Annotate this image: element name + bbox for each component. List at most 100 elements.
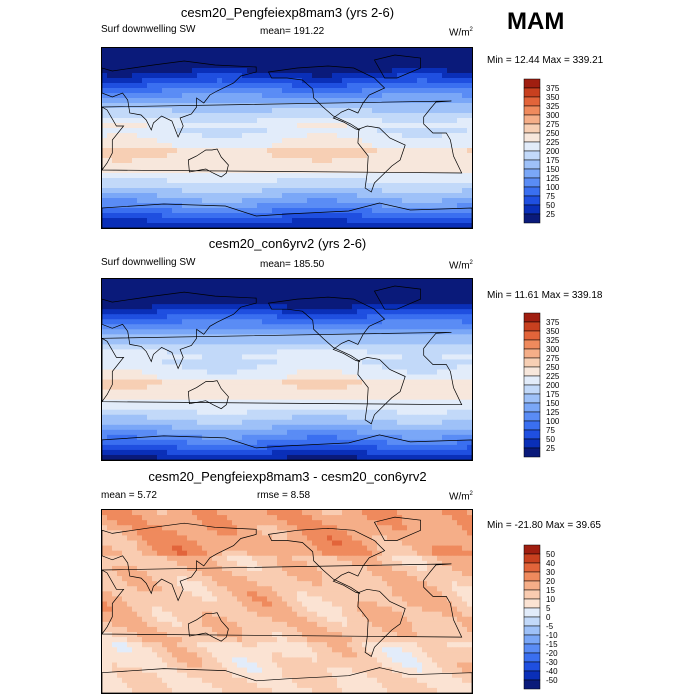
panel2-field-cell xyxy=(272,394,278,401)
panel1-field-cell xyxy=(317,48,323,54)
panel1-field-cell xyxy=(352,153,358,159)
panel2-field-cell xyxy=(367,354,373,360)
panel2-field-cell xyxy=(387,289,393,295)
panel2-field-cell xyxy=(332,384,338,391)
panel1-field-cell xyxy=(117,188,123,194)
panel2-field-cell xyxy=(232,389,238,396)
panel1-field-cell xyxy=(172,88,178,94)
panel1-field-cell xyxy=(172,113,178,119)
panel1-field-cell xyxy=(132,173,138,179)
panel1-field-cell xyxy=(452,208,458,214)
panel2-field-cell xyxy=(222,299,228,305)
panel1-field-cell xyxy=(452,218,458,224)
panel2-field-cell xyxy=(172,314,178,320)
panel2-field-cell xyxy=(172,319,178,325)
panel2-field-cell xyxy=(182,314,188,320)
panel1-field-cell xyxy=(442,73,448,79)
panel2-field-cell xyxy=(417,284,423,290)
panel1-field-cell xyxy=(197,213,203,219)
panel2-field-cell xyxy=(282,314,288,320)
panel2-field-cell xyxy=(422,419,428,426)
panel1-field-cell xyxy=(212,83,218,89)
panel2-field-cell xyxy=(187,349,193,355)
panel1-field-cell xyxy=(282,178,288,184)
panel2-field-cell xyxy=(137,399,143,406)
panel2-field-cell xyxy=(312,314,318,320)
panel2-field-cell xyxy=(302,429,308,436)
panel1-field-cell xyxy=(247,93,253,99)
panel2-field-cell xyxy=(347,349,353,355)
panel1-field-cell xyxy=(242,118,248,124)
panel2-field-cell xyxy=(117,279,123,285)
panel2-field-cell xyxy=(437,424,443,431)
panel2-field-cell xyxy=(447,404,453,411)
panel1-field-cell xyxy=(112,48,118,54)
panel2-field-cell xyxy=(297,329,303,335)
panel2-field-cell xyxy=(232,364,238,370)
panel1-field-cell xyxy=(162,123,168,129)
panel1-field-cell xyxy=(427,128,433,134)
panel2-field-cell xyxy=(382,379,388,385)
panel2-field-cell xyxy=(407,314,413,320)
panel2-field-cell xyxy=(292,399,298,406)
panel1-field-cell xyxy=(447,53,453,59)
panel1-field-cell xyxy=(327,123,333,129)
panel2-field-cell xyxy=(167,294,173,300)
panel1-field-cell xyxy=(217,158,223,164)
panel1-field-cell xyxy=(317,133,323,139)
panel1-field-cell xyxy=(227,178,233,184)
panel1-field-cell xyxy=(282,133,288,139)
panel2-field-cell xyxy=(422,324,428,330)
panel1-field-cell xyxy=(112,113,118,119)
panel1-field-cell xyxy=(317,148,323,154)
panel2-field-cell xyxy=(102,284,108,290)
panel1-field-cell xyxy=(187,158,193,164)
panel2-field-cell xyxy=(407,324,413,330)
panel1-field-cell xyxy=(312,78,318,84)
panel1-field-cell xyxy=(412,193,418,199)
panel1-field-cell xyxy=(272,143,278,149)
panel2-field-cell xyxy=(337,429,343,436)
panel1-field-cell xyxy=(252,178,258,184)
panel1-field-cell xyxy=(102,153,108,159)
panel1-field-cell xyxy=(107,168,113,174)
panel2-field-cell xyxy=(122,424,128,431)
panel2-field-cell xyxy=(382,389,388,396)
panel2-field-cell xyxy=(292,409,298,416)
panel2-field-cell xyxy=(167,324,173,330)
panel2-field-cell xyxy=(397,344,403,350)
panel2-field-cell xyxy=(152,294,158,300)
panel2-field-cell xyxy=(267,379,273,385)
panel1-field-cell xyxy=(317,63,323,69)
panel2-field-cell xyxy=(262,329,268,335)
panel1-field-cell xyxy=(192,68,198,74)
panel1-field-cell xyxy=(417,88,423,94)
panel1-field-cell xyxy=(277,53,283,59)
panel2-field-cell xyxy=(262,379,268,385)
panel2-field-cell xyxy=(332,374,338,380)
panel1-field-cell xyxy=(437,183,443,189)
panel2-field-cell xyxy=(387,339,393,345)
panel2-field-cell xyxy=(152,374,158,380)
panel2-field-cell xyxy=(317,289,323,295)
panel1-field-cell xyxy=(117,103,123,109)
panel1-field-cell xyxy=(212,123,218,129)
panel2-field-cell xyxy=(112,384,118,391)
panel2-field-cell xyxy=(122,294,128,300)
panel2-field-cell xyxy=(457,279,463,285)
panel1-field-cell xyxy=(377,63,383,69)
panel1-field-cell xyxy=(137,198,143,204)
panel1-field-cell xyxy=(182,193,188,199)
panel1-field-cell xyxy=(187,128,193,134)
panel2-field-cell xyxy=(157,369,163,375)
panel1-field-cell xyxy=(467,223,472,228)
panel1-field-cell xyxy=(147,48,153,54)
panel1-field-cell xyxy=(127,138,133,144)
panel2-field-cell xyxy=(242,294,248,300)
panel1-field-cell xyxy=(332,68,338,74)
panel1-field-cell xyxy=(242,193,248,199)
panel1-field-cell xyxy=(342,63,348,69)
panel2-field-cell xyxy=(452,294,458,300)
panel2-field-cell xyxy=(262,339,268,345)
panel1-field-cell xyxy=(432,213,438,219)
